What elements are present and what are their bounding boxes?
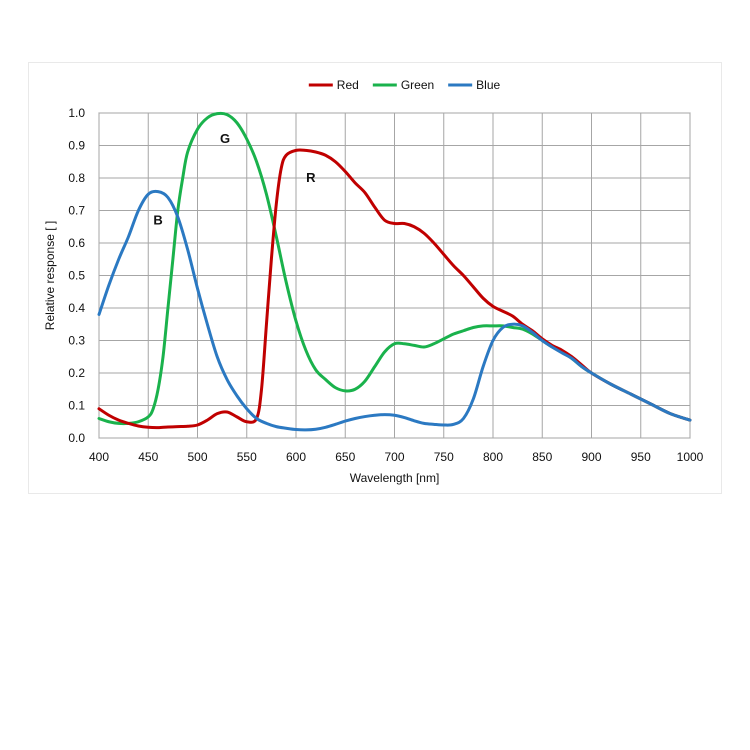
curve-label-blue: B [153, 212, 162, 227]
y-tick-label: 0.6 [68, 236, 85, 250]
x-tick-label: 700 [384, 450, 404, 464]
x-tick-label: 550 [237, 450, 257, 464]
y-tick-label: 0.2 [68, 366, 85, 380]
curve-annotations: G R B [153, 131, 316, 227]
axis-ticks: 400 450 500 550 600 650 700 750 800 850 900 950 1000… [68, 106, 703, 464]
y-tick-label: 1.0 [68, 106, 85, 120]
x-tick-label: 500 [187, 450, 207, 464]
x-tick-label: 400 [89, 450, 109, 464]
x-tick-label: 950 [631, 450, 651, 464]
x-axis-label: Wavelength [nm] [350, 471, 440, 485]
legend-label-red: Red [337, 78, 359, 92]
series-line-blue [97, 189, 692, 432]
x-tick-label: 750 [434, 450, 454, 464]
y-tick-label: 0.8 [68, 171, 85, 185]
y-tick-label: 0.3 [68, 334, 85, 348]
y-tick-label: 0.1 [68, 399, 85, 413]
x-tick-label: 1000 [677, 450, 704, 464]
y-tick-label: 0.4 [68, 301, 85, 315]
y-axis-label: Relative response [ ] [43, 221, 57, 330]
x-tick-label: 800 [483, 450, 503, 464]
legend-label-blue: Blue [476, 78, 500, 92]
x-tick-label: 650 [335, 450, 355, 464]
y-tick-label: 0.7 [68, 204, 85, 218]
series-lines [97, 111, 692, 432]
legend-label-green: Green [401, 78, 434, 92]
y-tick-label: 0.5 [68, 269, 85, 283]
x-tick-label: 600 [286, 450, 306, 464]
x-tick-label: 850 [532, 450, 552, 464]
x-tick-label: 450 [138, 450, 158, 464]
y-tick-label: 0.0 [68, 431, 85, 445]
curve-label-green: G [220, 131, 230, 146]
y-tick-label: 0.9 [68, 139, 85, 153]
chart-grid [98, 112, 691, 439]
x-tick-label: 900 [581, 450, 601, 464]
legend: Red Green Blue [308, 78, 501, 92]
curve-label-red: R [306, 170, 316, 185]
